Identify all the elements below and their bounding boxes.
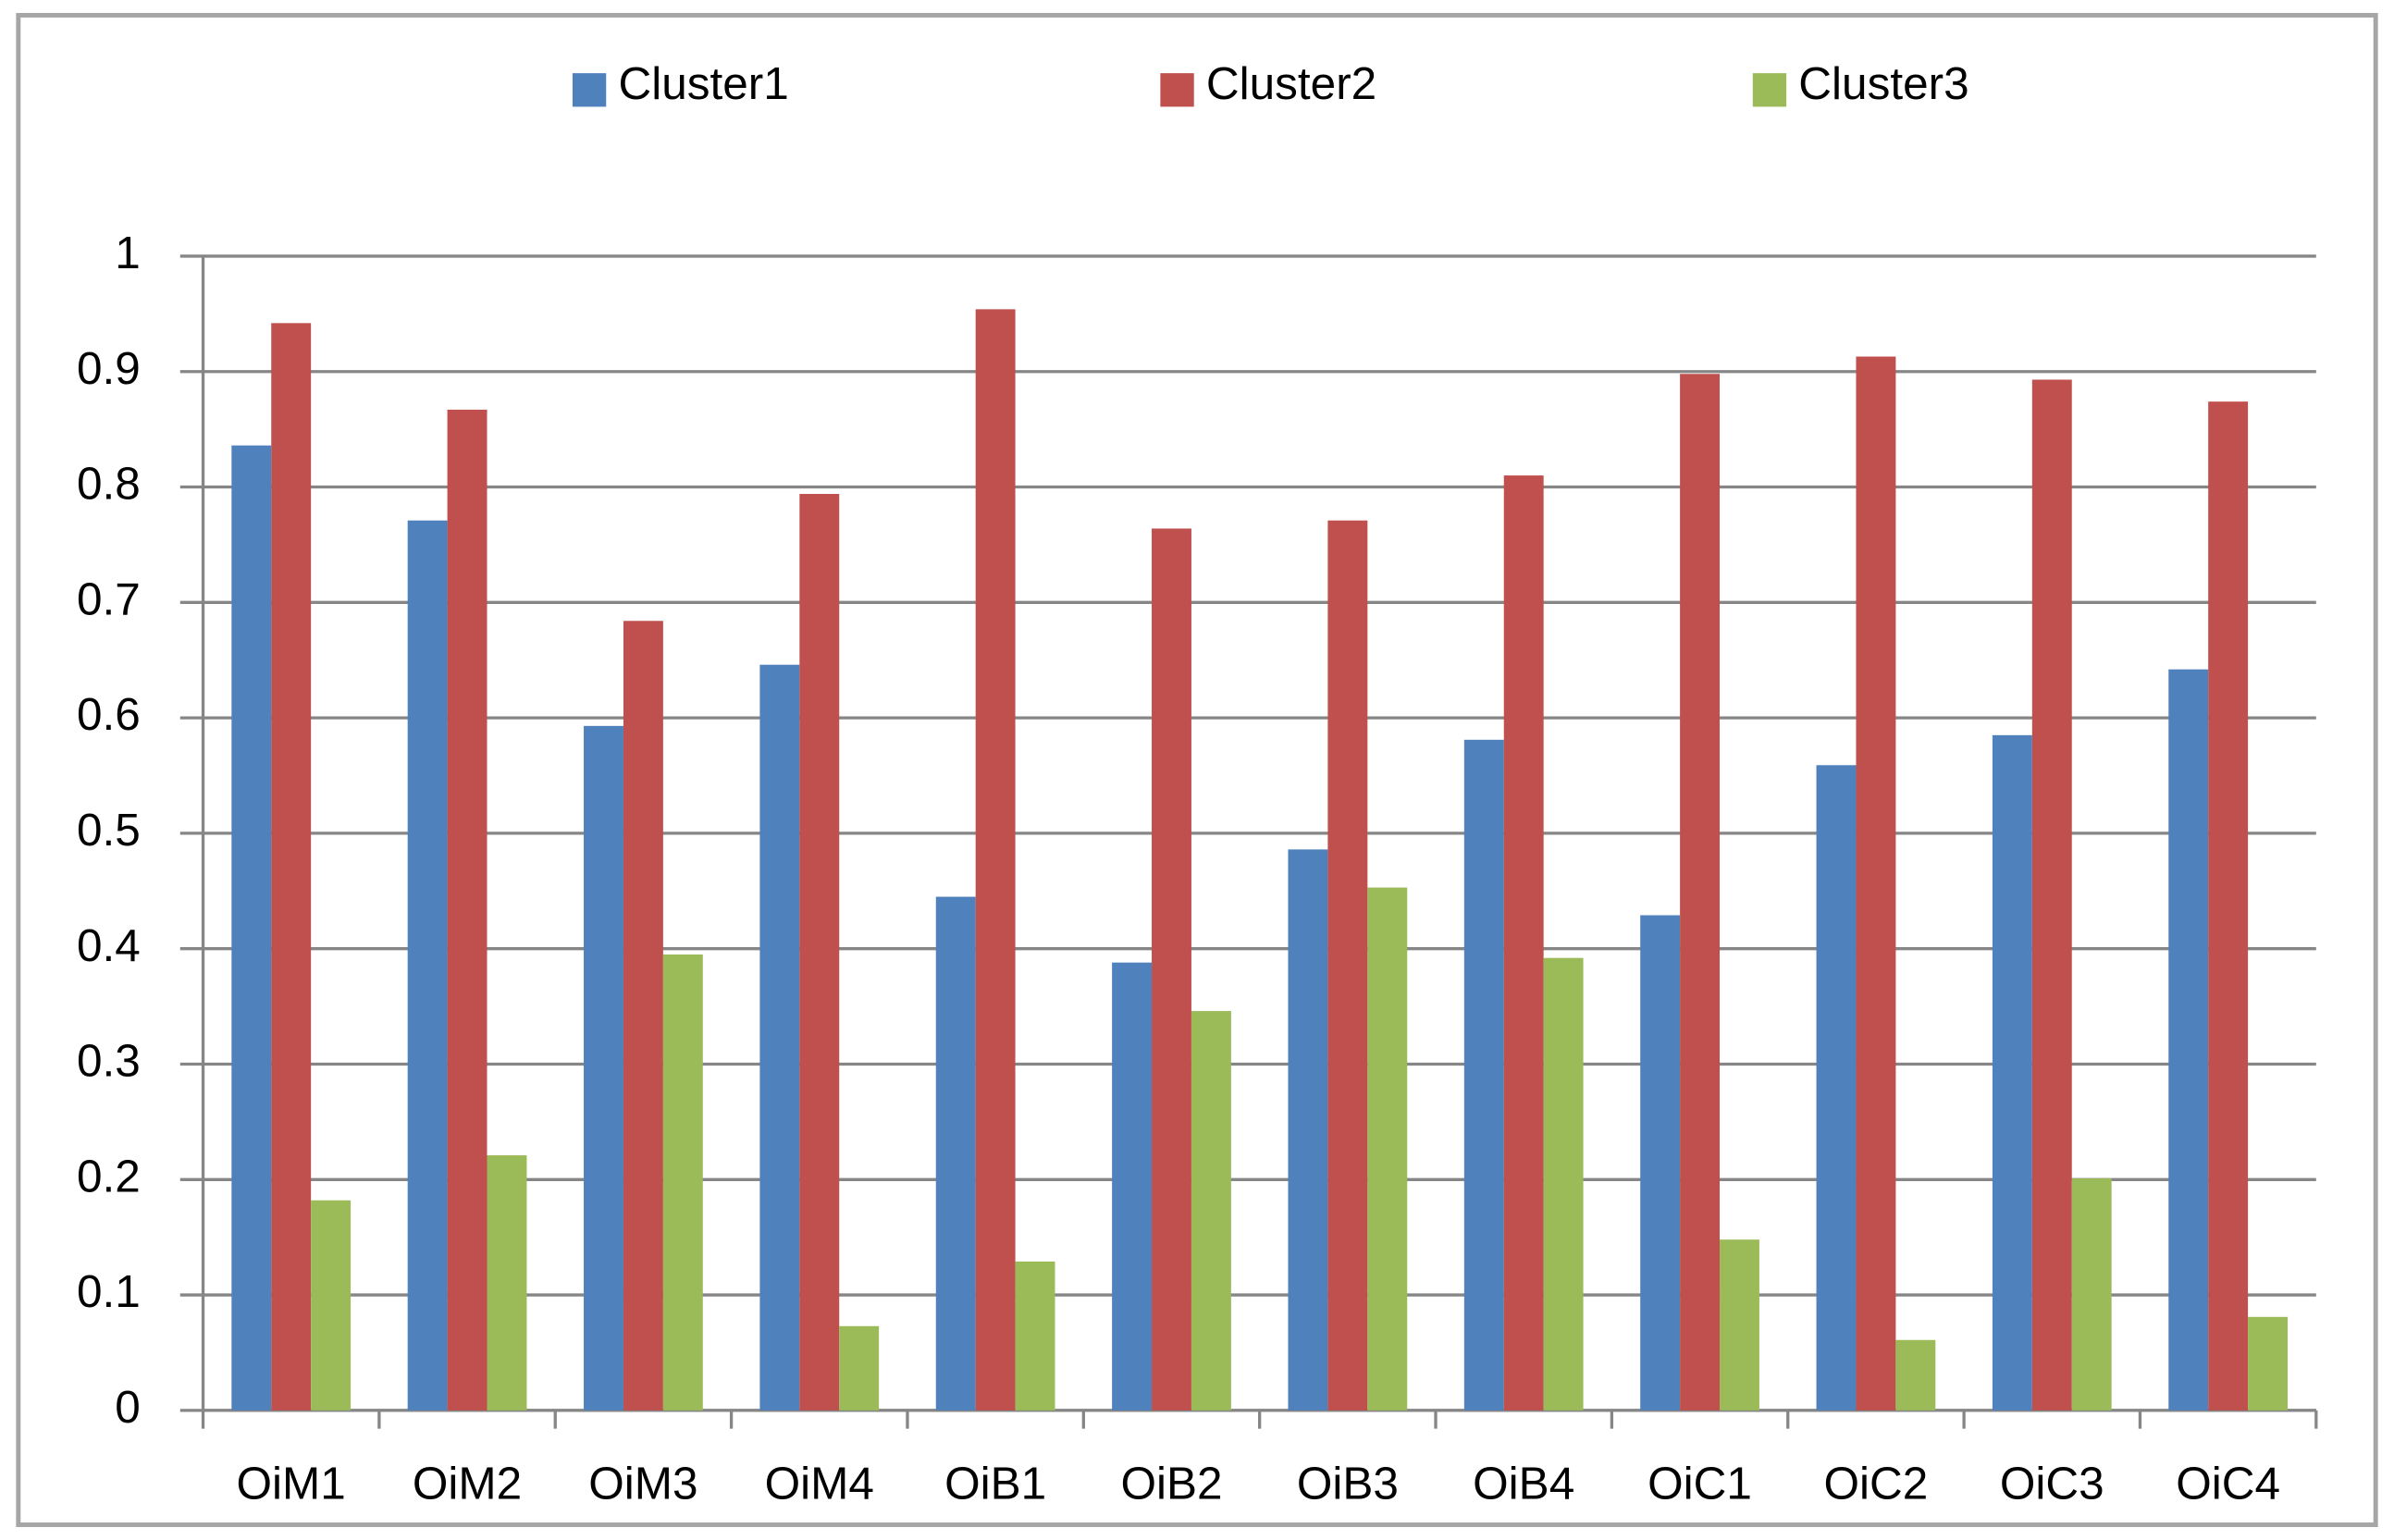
legend-swatch bbox=[1160, 73, 1194, 107]
bar bbox=[1327, 520, 1368, 1411]
x-tick-label: OiM1 bbox=[237, 1458, 346, 1509]
bar bbox=[1152, 528, 1191, 1411]
bar bbox=[2031, 379, 2072, 1411]
x-tick-label: OiC2 bbox=[1824, 1458, 1929, 1509]
y-tick-label: 0 bbox=[115, 1382, 141, 1433]
bar bbox=[1367, 887, 1408, 1411]
bar bbox=[935, 896, 976, 1411]
bar bbox=[1015, 1261, 1055, 1411]
x-tick-label: OiC3 bbox=[2000, 1458, 2104, 1509]
bar bbox=[1895, 1339, 1936, 1411]
x-tick-label: OiC1 bbox=[1647, 1458, 1752, 1509]
bar bbox=[1463, 739, 1504, 1411]
x-tick-label: OiM4 bbox=[765, 1458, 874, 1509]
bar bbox=[271, 323, 312, 1411]
bar bbox=[231, 445, 272, 1411]
bar bbox=[1112, 962, 1153, 1411]
bar bbox=[1543, 957, 1584, 1411]
legend-label: Cluster1 bbox=[618, 58, 788, 109]
bar bbox=[311, 1200, 352, 1411]
bar bbox=[1856, 356, 1896, 1411]
bar bbox=[407, 520, 448, 1411]
legend-swatch bbox=[1752, 73, 1787, 107]
legend-label: Cluster2 bbox=[1206, 58, 1376, 109]
y-tick-label: 0.6 bbox=[77, 689, 141, 740]
bar bbox=[759, 664, 800, 1411]
bar bbox=[839, 1325, 880, 1411]
y-tick-label: 0.1 bbox=[77, 1266, 141, 1317]
bar bbox=[2168, 669, 2209, 1411]
legend-label: Cluster3 bbox=[1798, 58, 1968, 109]
bar bbox=[487, 1155, 527, 1411]
bar bbox=[623, 621, 663, 1411]
x-tick-label: OiB4 bbox=[1473, 1458, 1574, 1509]
bar bbox=[2208, 401, 2249, 1411]
bar bbox=[1288, 849, 1328, 1411]
bar bbox=[1816, 765, 1857, 1411]
x-tick-label: OiM2 bbox=[413, 1458, 522, 1509]
y-tick-label: 0.5 bbox=[77, 805, 141, 856]
y-tick-label: 0.7 bbox=[77, 573, 141, 624]
bar bbox=[662, 954, 703, 1411]
x-tick-label: OiB3 bbox=[1297, 1458, 1399, 1509]
y-tick-label: 0.8 bbox=[77, 459, 141, 510]
bar bbox=[1640, 915, 1681, 1411]
y-tick-label: 0.9 bbox=[77, 343, 141, 394]
bar bbox=[1503, 475, 1544, 1411]
legend-swatch bbox=[572, 73, 607, 107]
bar bbox=[1680, 374, 1721, 1411]
bar bbox=[447, 409, 487, 1411]
bar bbox=[2071, 1178, 2112, 1411]
bar bbox=[1191, 1011, 1231, 1411]
y-tick-label: 0.3 bbox=[77, 1036, 141, 1087]
y-tick-label: 0.4 bbox=[77, 920, 141, 971]
bar bbox=[1992, 734, 2032, 1411]
bar bbox=[1720, 1239, 1759, 1411]
bar bbox=[975, 309, 1016, 1411]
bar bbox=[584, 725, 623, 1411]
y-tick-label: 1 bbox=[115, 228, 141, 278]
bar bbox=[2248, 1316, 2289, 1411]
y-tick-label: 0.2 bbox=[77, 1151, 141, 1201]
bar bbox=[799, 494, 840, 1411]
x-tick-label: OiB1 bbox=[944, 1458, 1046, 1509]
x-tick-label: OiM3 bbox=[588, 1458, 697, 1509]
x-tick-label: OiB2 bbox=[1120, 1458, 1222, 1509]
x-tick-label: OiC4 bbox=[2176, 1458, 2280, 1509]
